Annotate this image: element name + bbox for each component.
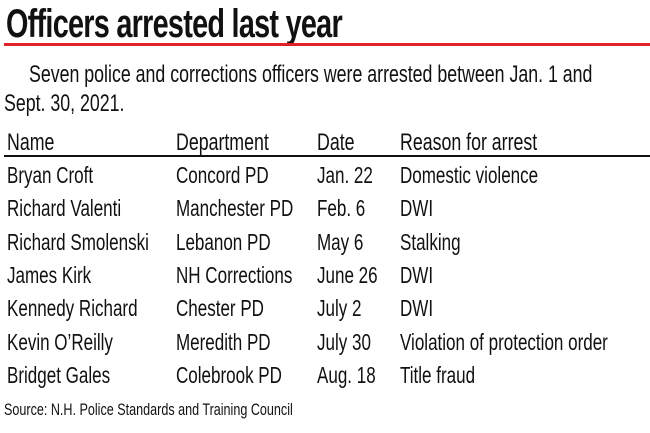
cell-reason: Stalking (400, 228, 461, 255)
cell-department: NH Corrections (176, 261, 293, 288)
cell-reason: Domestic violence (400, 162, 539, 188)
cell-department: Lebanon PD (176, 228, 271, 255)
cell-reason: DWI (400, 261, 434, 288)
cell-reason: DWI (400, 195, 434, 222)
cell-name: Richard Smolenski (7, 228, 149, 255)
intro-text-line-1: Seven police and corrections officers we… (29, 61, 593, 88)
page-title: Officers arrested last year (6, 2, 343, 46)
cell-name: Kennedy Richard (7, 295, 138, 322)
cell-department: Colebrook PD (176, 361, 282, 388)
cell-name: James Kirk (7, 261, 92, 288)
cell-reason: Violation of protection order (400, 328, 608, 355)
cell-department: Chester PD (176, 295, 264, 322)
cell-department: Concord PD (176, 162, 269, 188)
cell-department: Meredith PD (176, 328, 271, 355)
cell-date: July 30 (317, 328, 371, 355)
cell-name: Bryan Croft (7, 162, 94, 188)
column-header-date: Date (317, 129, 355, 156)
column-header-reason: Reason for arrest (400, 129, 538, 156)
cell-reason: DWI (400, 295, 434, 322)
cell-date: May 6 (317, 228, 364, 255)
cell-date: July 2 (317, 295, 362, 322)
title-rule (4, 43, 650, 46)
cell-date: Jan. 22 (317, 162, 373, 188)
cell-name: Richard Valenti (7, 195, 122, 222)
cell-date: Feb. 6 (317, 195, 366, 222)
cell-date: June 26 (317, 261, 378, 288)
cell-name: Kevin O’Reilly (7, 328, 113, 355)
cell-name: Bridget Gales (7, 361, 111, 388)
column-header-name: Name (7, 129, 55, 156)
cell-reason: Title fraud (400, 361, 476, 388)
column-header-department: Department (176, 129, 269, 156)
cell-department: Manchester PD (176, 195, 294, 222)
source-note: Source: N.H. Police Standards and Traini… (4, 400, 293, 419)
intro-text-line-2: Sept. 30, 2021. (4, 90, 125, 117)
header-divider (4, 155, 650, 157)
cell-date: Aug. 18 (317, 361, 376, 388)
